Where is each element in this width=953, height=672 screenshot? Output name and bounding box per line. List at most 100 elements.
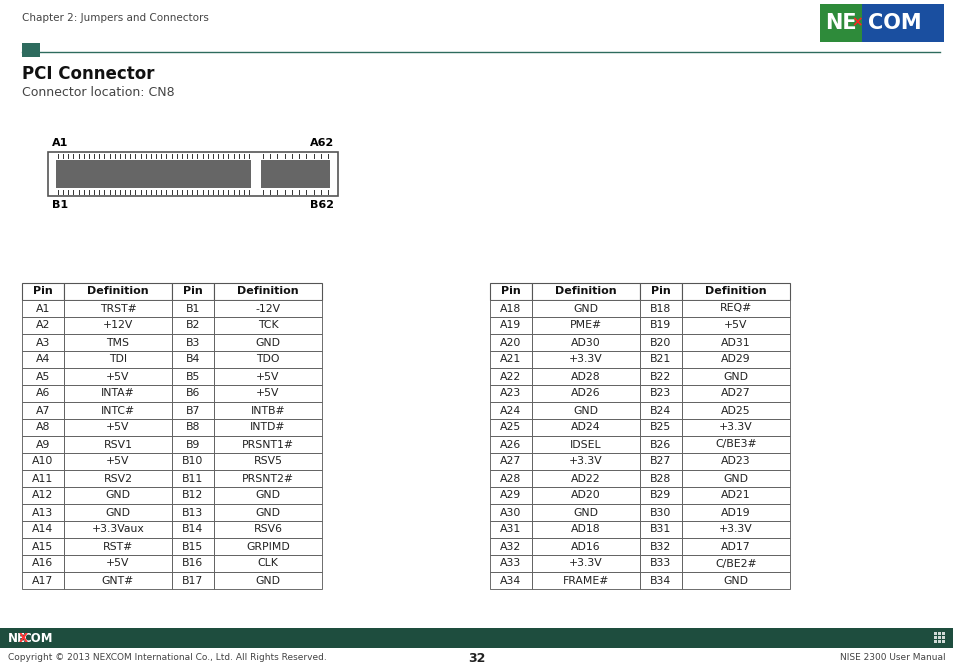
Text: C/BE2#: C/BE2#	[715, 558, 756, 569]
Bar	[639, 317, 681, 334]
Text: A8: A8	[36, 423, 51, 433]
Text: B24: B24	[650, 405, 671, 415]
Text: +3.3V: +3.3V	[569, 355, 602, 364]
Text: Definition: Definition	[704, 286, 766, 296]
Bar	[172, 334, 213, 351]
Bar	[639, 538, 681, 555]
Text: B13: B13	[182, 507, 203, 517]
Bar	[639, 555, 681, 572]
Text: ×: ×	[850, 15, 862, 29]
Text: INTB#: INTB#	[251, 405, 285, 415]
Bar	[532, 504, 639, 521]
Bar	[213, 538, 322, 555]
Bar	[172, 351, 213, 368]
Text: GND: GND	[255, 337, 280, 347]
Bar	[681, 368, 789, 385]
Bar	[639, 283, 681, 300]
Bar	[22, 43, 40, 57]
Bar	[639, 504, 681, 521]
Text: GND: GND	[106, 491, 131, 501]
Text: Connector location: CN8: Connector location: CN8	[22, 85, 174, 99]
Bar	[213, 385, 322, 402]
Text: A2: A2	[36, 321, 51, 331]
Text: INTA#: INTA#	[101, 388, 134, 398]
Text: A31: A31	[500, 525, 521, 534]
Text: A32: A32	[500, 542, 521, 552]
Text: INTD#: INTD#	[250, 423, 286, 433]
Text: A12: A12	[32, 491, 53, 501]
Bar	[681, 538, 789, 555]
Bar	[639, 351, 681, 368]
Bar	[64, 334, 172, 351]
Text: B29: B29	[650, 491, 671, 501]
Bar	[862, 4, 943, 42]
Text: +3.3V: +3.3V	[719, 525, 752, 534]
Bar	[213, 351, 322, 368]
Bar	[490, 436, 532, 453]
Bar	[213, 436, 322, 453]
Text: Pin: Pin	[183, 286, 203, 296]
Text: A5: A5	[36, 372, 51, 382]
Bar	[937, 632, 940, 635]
Text: B11: B11	[182, 474, 203, 483]
Bar	[172, 487, 213, 504]
Bar	[213, 368, 322, 385]
Bar	[64, 402, 172, 419]
Bar	[22, 385, 64, 402]
Bar	[490, 470, 532, 487]
Bar	[490, 538, 532, 555]
Bar	[172, 368, 213, 385]
Bar	[532, 385, 639, 402]
Text: GND: GND	[573, 507, 598, 517]
Bar	[0, 628, 953, 648]
Text: A10: A10	[32, 456, 53, 466]
Bar	[22, 283, 64, 300]
Bar	[172, 538, 213, 555]
Text: A28: A28	[500, 474, 521, 483]
Bar	[64, 300, 172, 317]
Text: B20: B20	[650, 337, 671, 347]
Text: TDI: TDI	[109, 355, 127, 364]
Text: GND: GND	[255, 491, 280, 501]
Text: NE: NE	[8, 632, 26, 644]
Text: +5V: +5V	[256, 388, 279, 398]
Bar	[22, 504, 64, 521]
Text: AD27: AD27	[720, 388, 750, 398]
Text: NISE 2300 User Manual: NISE 2300 User Manual	[840, 653, 945, 663]
Text: B26: B26	[650, 439, 671, 450]
Text: GND: GND	[573, 304, 598, 314]
Bar	[22, 419, 64, 436]
Text: X: X	[19, 632, 28, 644]
Bar	[172, 385, 213, 402]
Text: COM: COM	[22, 632, 52, 644]
Bar	[64, 453, 172, 470]
Text: Chapter 2: Jumpers and Connectors: Chapter 2: Jumpers and Connectors	[22, 13, 209, 23]
Text: AD31: AD31	[720, 337, 750, 347]
Text: A13: A13	[32, 507, 53, 517]
Bar	[490, 334, 532, 351]
Text: TCK: TCK	[257, 321, 278, 331]
Text: B5: B5	[186, 372, 200, 382]
Bar	[532, 283, 639, 300]
Text: +3.3V: +3.3V	[719, 423, 752, 433]
Bar	[172, 436, 213, 453]
Bar	[261, 160, 330, 188]
Bar	[681, 334, 789, 351]
Text: FRAME#: FRAME#	[562, 575, 609, 585]
Bar	[937, 640, 940, 643]
Text: +5V: +5V	[106, 558, 130, 569]
Bar	[172, 402, 213, 419]
Text: RSV2: RSV2	[103, 474, 132, 483]
Text: PCI Connector: PCI Connector	[22, 65, 154, 83]
Text: Copyright © 2013 NEXCOM International Co., Ltd. All Rights Reserved.: Copyright © 2013 NEXCOM International Co…	[8, 653, 327, 663]
Bar	[172, 419, 213, 436]
Bar	[22, 470, 64, 487]
Bar	[213, 402, 322, 419]
Text: GND: GND	[255, 575, 280, 585]
Text: NE: NE	[824, 13, 856, 33]
Bar	[213, 487, 322, 504]
Bar	[532, 453, 639, 470]
Bar	[532, 572, 639, 589]
Bar	[639, 419, 681, 436]
Bar	[681, 572, 789, 589]
